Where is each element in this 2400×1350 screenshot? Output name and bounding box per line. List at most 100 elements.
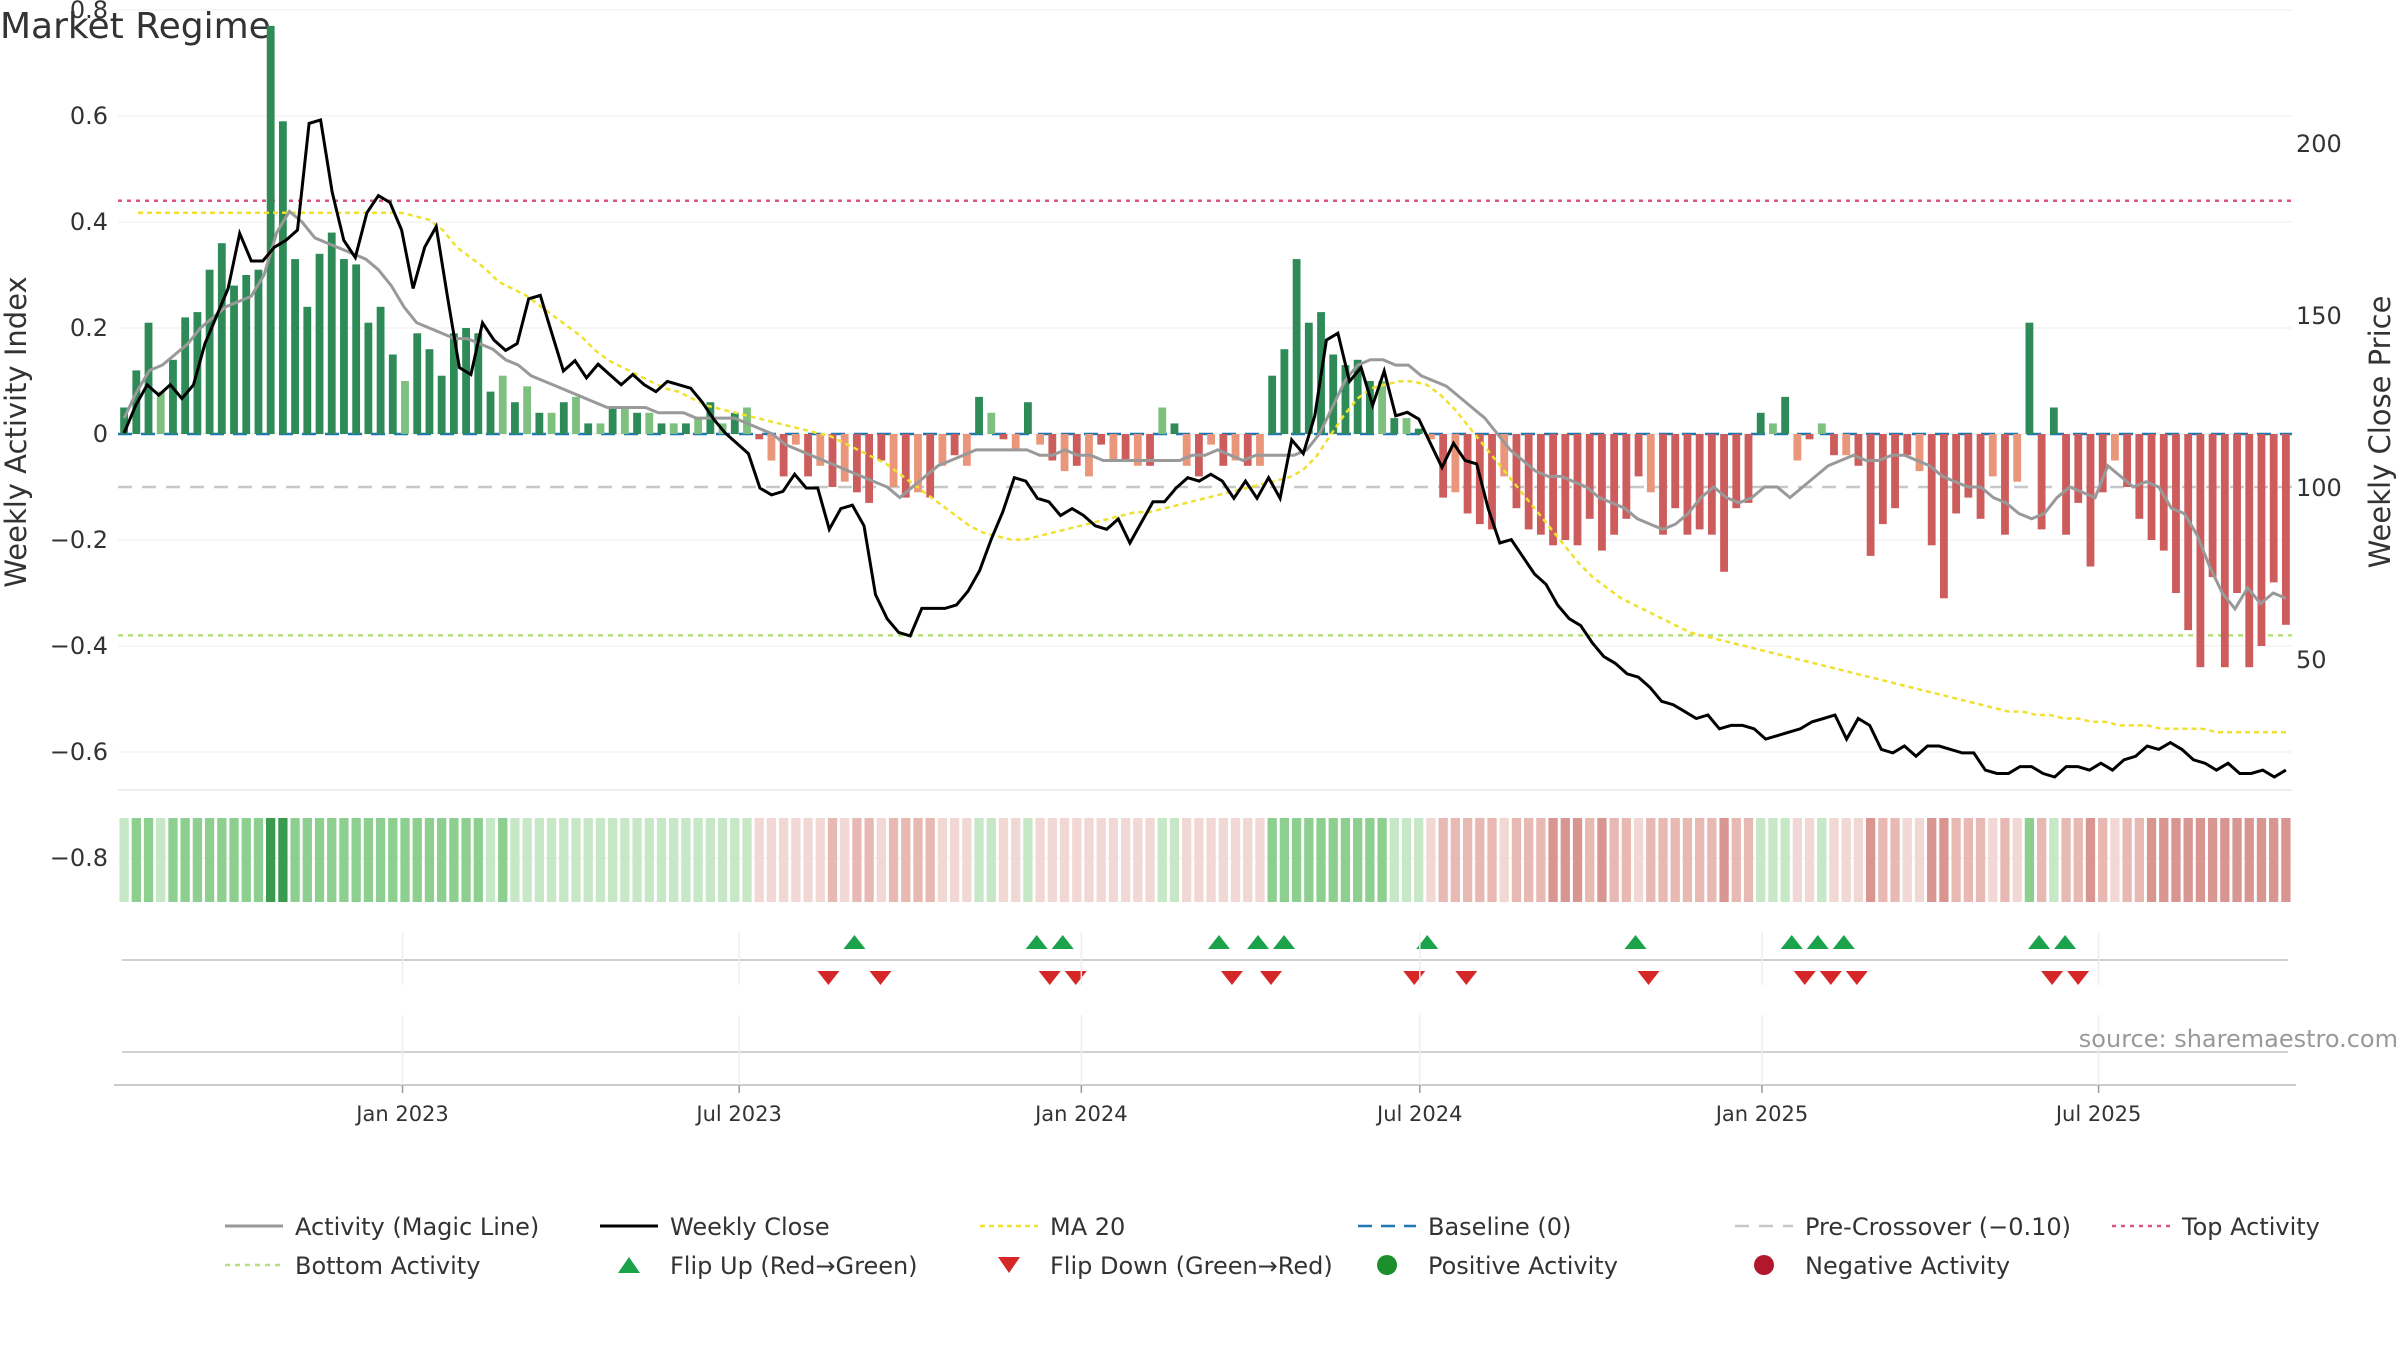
- flip-up-marker: [1207, 935, 1230, 949]
- regime-cell: [1047, 818, 1057, 902]
- regime-cell: [1756, 818, 1766, 902]
- activity-bar: [352, 264, 361, 434]
- regime-cell: [1951, 818, 1961, 902]
- regime-cell: [876, 818, 886, 902]
- activity-bar: [1011, 434, 1020, 450]
- activity-bar: [1072, 434, 1081, 466]
- activity-bar: [2098, 434, 2107, 493]
- activity-bar: [511, 402, 519, 434]
- activity-bar: [425, 349, 434, 434]
- regime-cell: [1145, 818, 1155, 902]
- legend-label: Pre-Crossover (−0.10): [1805, 1213, 2071, 1241]
- activity-bar: [278, 121, 287, 435]
- activity-bar: [1243, 434, 1252, 466]
- regime-cell: [2061, 818, 2071, 902]
- activity-bar: [437, 375, 446, 434]
- flip-up-marker: [1051, 935, 1074, 949]
- activity-bar: [327, 232, 336, 434]
- flip-down-marker: [869, 971, 892, 985]
- legend-label: Positive Activity: [1428, 1252, 1618, 1280]
- activity-bar: [413, 333, 422, 434]
- activity-bar: [462, 328, 470, 434]
- y-tick-label: 0.2: [70, 314, 108, 342]
- regime-cell: [1780, 818, 1790, 902]
- activity-bar: [1866, 434, 1875, 556]
- regime-cell: [546, 818, 557, 902]
- activity-bar: [853, 434, 861, 493]
- activity-bar: [767, 434, 776, 461]
- activity-bar: [2001, 434, 2009, 535]
- regime-cell: [925, 818, 935, 902]
- regime-cell: [1267, 818, 1277, 902]
- regime-cell: [1902, 818, 1912, 902]
- regime-cell: [1841, 818, 1851, 902]
- regime-cell: [986, 818, 996, 902]
- activity-bar: [2147, 434, 2156, 540]
- regime-cell: [681, 818, 691, 902]
- regime-cell: [1255, 818, 1265, 902]
- activity-bar: [2086, 434, 2095, 567]
- activity-bar: [987, 412, 996, 434]
- activity-bar: [682, 423, 690, 434]
- regime-cell: [1890, 818, 1900, 902]
- flip-down-marker: [2041, 971, 2064, 985]
- regime-cell: [949, 818, 960, 902]
- y-axis-label: Weekly Activity Index: [0, 276, 33, 587]
- y-tick-label: −0.4: [50, 632, 108, 660]
- activity-bar: [120, 407, 129, 434]
- regime-cell: [1963, 818, 1973, 902]
- activity-bar: [315, 253, 324, 434]
- activity-bars: [120, 25, 2290, 668]
- activity-bar: [2074, 434, 2083, 503]
- activity-bar: [1695, 434, 1704, 530]
- legend-label: Negative Activity: [1805, 1252, 2010, 1280]
- magic-line: [122, 209, 2287, 612]
- activity-bar: [2025, 322, 2034, 434]
- regime-cell: [1389, 818, 1399, 902]
- regime-cell: [766, 818, 777, 902]
- regime-strip: [119, 818, 2291, 902]
- x-tick-label: Jul 2023: [694, 1102, 781, 1126]
- regime-cell: [1120, 818, 1131, 902]
- activity-bar: [1109, 434, 1118, 461]
- regime-cell: [1975, 818, 1986, 902]
- activity-bar: [205, 269, 214, 434]
- activity-bar: [1793, 434, 1802, 461]
- activity-bar: [535, 412, 544, 434]
- activity-bar: [1561, 434, 1570, 540]
- ma20-line: [138, 211, 2286, 734]
- activity-bar: [1182, 434, 1191, 466]
- flip-up-marker: [2054, 935, 2077, 949]
- regime-cell: [1108, 818, 1119, 902]
- y-tick-label: 0.8: [70, 0, 108, 24]
- activity-bar: [694, 418, 703, 434]
- regime-cell: [2073, 818, 2083, 902]
- activity-bar: [1585, 434, 1594, 519]
- activity-bar: [2184, 434, 2193, 631]
- activity-bar: [1402, 418, 1411, 434]
- regime-cell: [290, 818, 300, 902]
- y-tick-label: −0.6: [50, 738, 108, 766]
- regime-cell: [1646, 818, 1656, 902]
- regime-cell: [1585, 818, 1595, 902]
- regime-cell: [852, 818, 862, 902]
- flip-up-marker: [1416, 935, 1439, 949]
- activity-bar: [1610, 434, 1619, 535]
- activity-bar: [1524, 434, 1533, 530]
- activity-bar: [266, 25, 275, 435]
- activity-bar: [962, 434, 971, 466]
- regime-cell: [803, 818, 813, 902]
- activity-bar: [1622, 434, 1631, 519]
- flip-up-marker: [843, 935, 866, 949]
- activity-bar: [779, 434, 788, 477]
- regime-cell: [1707, 818, 1717, 902]
- series-lines: [122, 117, 2287, 779]
- activity-bar: [926, 434, 935, 498]
- regime-cell: [2244, 818, 2254, 902]
- regime-cell: [473, 818, 483, 902]
- regime-cell: [1011, 818, 1021, 902]
- activity-bar: [449, 333, 458, 434]
- regime-cell: [131, 818, 141, 902]
